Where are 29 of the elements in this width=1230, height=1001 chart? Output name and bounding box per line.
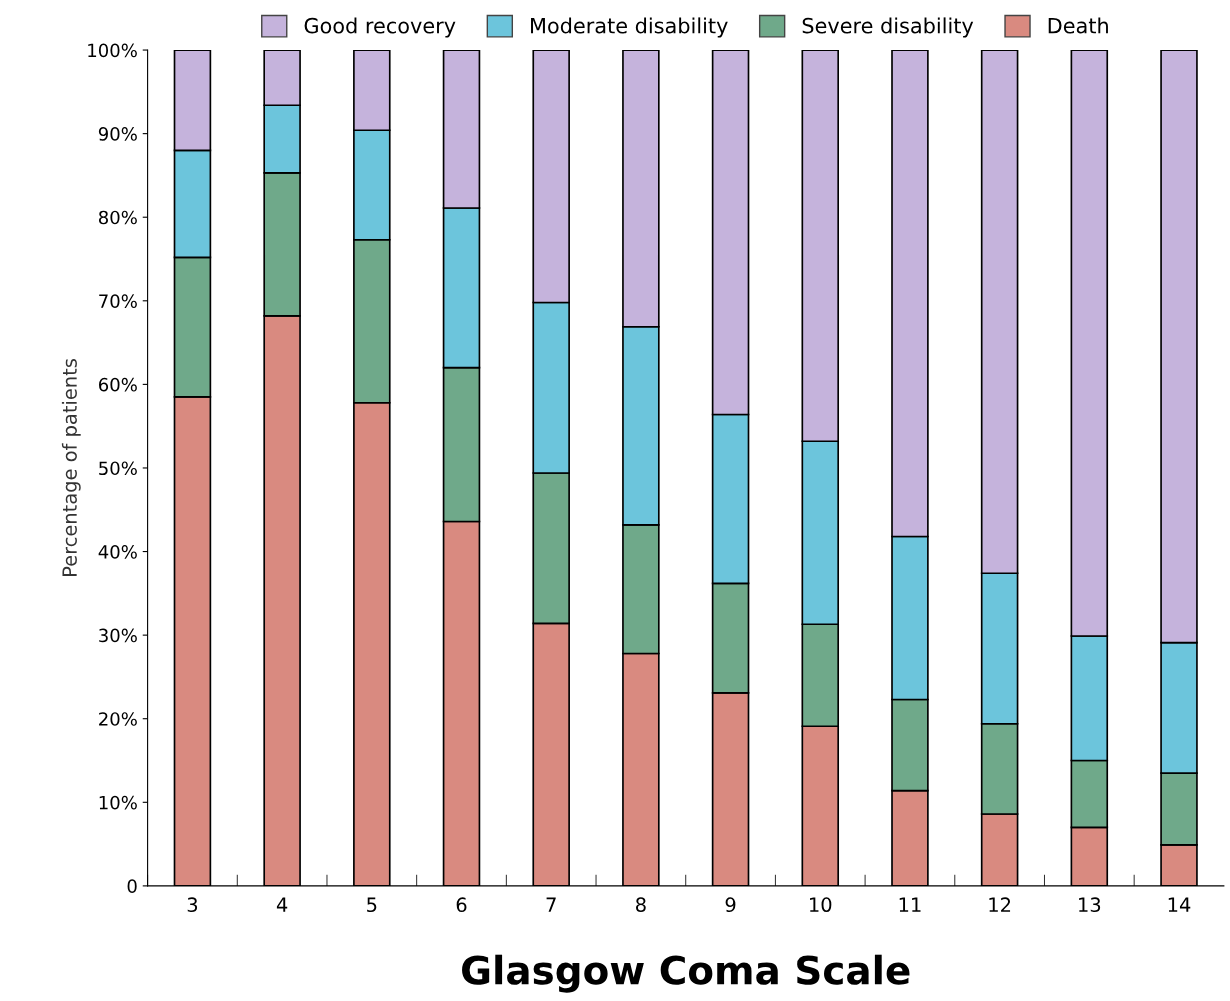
y-tick-label: 10% [99, 795, 137, 810]
x-tick-label: 5 [367, 897, 377, 913]
y-axis-title: Percentage of patients [61, 359, 81, 576]
x-tick-label: 8 [636, 897, 646, 913]
x-tick-label: 4 [276, 897, 288, 912]
x-tick-label: 12 [989, 897, 1011, 912]
y-tick-label: 50% [99, 461, 137, 476]
y-tick-label: 0 [127, 879, 137, 893]
x-axis-title: Glasgow Coma Scale [462, 954, 910, 993]
legend-label: Severe disability [802, 17, 974, 38]
legend-label: Good recovery [304, 17, 456, 38]
x-tick-label: 6 [456, 897, 467, 913]
y-tick-label: 60% [99, 377, 137, 392]
x-tick-label: 13 [1079, 897, 1101, 913]
y-tick-label: 40% [98, 545, 137, 559]
y-tick-label: 80% [98, 210, 137, 225]
x-tick-label: 3 [187, 897, 198, 913]
x-tick-label: 10 [810, 897, 832, 913]
x-tick-label: 9 [725, 897, 736, 913]
legend-label: Moderate disability [531, 17, 728, 38]
x-tick-label: 14 [1168, 897, 1191, 912]
y-tick-label: 20% [99, 712, 137, 726]
y-tick-label: 70% [99, 294, 137, 308]
y-tick-label: 90% [98, 127, 137, 141]
y-tick-label: 30% [99, 628, 137, 643]
x-tick-label: 11 [899, 897, 921, 912]
legend-label: Death [1048, 17, 1108, 34]
x-tick-label: 7 [546, 897, 556, 912]
y-tick-label: 100% [88, 43, 137, 58]
